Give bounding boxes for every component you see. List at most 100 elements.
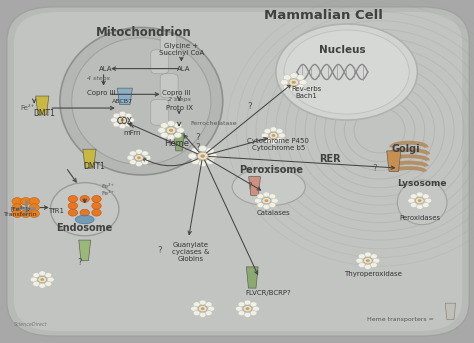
FancyBboxPatch shape (7, 7, 469, 336)
Text: ?: ? (247, 182, 252, 191)
Circle shape (193, 311, 200, 316)
Text: [Fe³⁺]₂
Transferrin: [Fe³⁺]₂ Transferrin (4, 205, 38, 217)
Circle shape (136, 162, 142, 166)
Circle shape (92, 209, 101, 216)
Circle shape (20, 210, 31, 217)
Polygon shape (83, 149, 96, 168)
Polygon shape (249, 177, 261, 196)
Circle shape (244, 300, 251, 305)
Circle shape (12, 210, 22, 217)
Text: ABCB7: ABCB7 (112, 99, 133, 104)
Circle shape (144, 155, 151, 160)
Circle shape (68, 209, 78, 216)
Circle shape (371, 263, 377, 268)
Circle shape (129, 160, 137, 165)
Circle shape (199, 161, 207, 167)
Circle shape (418, 199, 421, 202)
Circle shape (269, 203, 276, 208)
Circle shape (276, 129, 283, 133)
Circle shape (188, 153, 196, 159)
Circle shape (80, 196, 90, 202)
Circle shape (119, 124, 126, 129)
Polygon shape (387, 151, 401, 172)
Circle shape (262, 198, 271, 204)
Circle shape (20, 198, 31, 205)
Circle shape (300, 80, 307, 85)
Circle shape (422, 203, 429, 208)
Circle shape (255, 198, 261, 203)
Circle shape (92, 196, 101, 202)
Circle shape (167, 121, 175, 126)
Circle shape (364, 258, 372, 264)
Circle shape (297, 75, 304, 80)
Circle shape (125, 113, 132, 118)
Circle shape (30, 277, 37, 282)
Circle shape (201, 154, 205, 158)
Circle shape (253, 306, 259, 311)
Circle shape (142, 151, 148, 156)
Circle shape (158, 128, 165, 133)
Circle shape (276, 138, 283, 142)
Circle shape (38, 276, 46, 283)
Polygon shape (445, 303, 456, 320)
Circle shape (166, 127, 176, 134)
Circle shape (264, 129, 271, 133)
Circle shape (410, 194, 417, 199)
Circle shape (125, 122, 132, 127)
Circle shape (118, 117, 127, 123)
Text: Fe²⁺: Fe²⁺ (21, 105, 36, 111)
Circle shape (113, 122, 120, 127)
Text: Proto IX: Proto IX (165, 105, 192, 111)
Circle shape (198, 306, 207, 312)
Circle shape (290, 86, 298, 92)
Circle shape (161, 123, 168, 128)
Circle shape (29, 204, 39, 211)
Circle shape (191, 306, 198, 311)
Text: Peroxidases: Peroxidases (399, 215, 440, 221)
Circle shape (238, 311, 245, 316)
Text: Golgi: Golgi (391, 144, 420, 154)
Circle shape (110, 118, 118, 122)
Circle shape (199, 145, 207, 152)
Circle shape (257, 194, 264, 199)
Circle shape (68, 196, 78, 202)
FancyBboxPatch shape (151, 99, 169, 125)
Circle shape (366, 259, 370, 262)
Circle shape (281, 80, 288, 85)
Circle shape (119, 111, 126, 116)
Text: Mitochondrion: Mitochondrion (96, 26, 191, 39)
Circle shape (356, 258, 363, 263)
Text: Thyroperoxidase: Thyroperoxidase (344, 271, 401, 277)
Circle shape (250, 302, 257, 307)
Text: FLVCR/BCRP?: FLVCR/BCRP? (246, 290, 292, 296)
Circle shape (39, 283, 46, 288)
Text: Cytochrome P450
Cytochrome b5: Cytochrome P450 Cytochrome b5 (247, 138, 309, 151)
Circle shape (12, 198, 22, 205)
Circle shape (193, 302, 200, 307)
FancyBboxPatch shape (14, 12, 462, 331)
Circle shape (39, 271, 46, 276)
Circle shape (358, 263, 365, 268)
Text: COX: COX (117, 117, 133, 126)
Polygon shape (79, 240, 91, 261)
Text: Lysosome: Lysosome (397, 179, 447, 188)
Circle shape (270, 139, 277, 144)
FancyBboxPatch shape (160, 34, 177, 53)
Circle shape (257, 203, 264, 208)
Circle shape (416, 204, 423, 209)
Text: Heme transporters =: Heme transporters = (367, 317, 434, 322)
Circle shape (262, 133, 268, 138)
Circle shape (92, 202, 101, 209)
Circle shape (29, 198, 39, 205)
Circle shape (410, 203, 417, 208)
Text: ?: ? (247, 102, 252, 111)
Circle shape (197, 152, 208, 160)
Text: Copro III: Copro III (163, 90, 191, 96)
Circle shape (208, 306, 215, 311)
Circle shape (174, 123, 182, 128)
Text: Endosome: Endosome (56, 223, 113, 233)
Circle shape (120, 119, 124, 121)
Text: Fe³⁺: Fe³⁺ (101, 191, 114, 196)
Circle shape (80, 209, 90, 216)
Text: TfR1: TfR1 (48, 208, 64, 214)
